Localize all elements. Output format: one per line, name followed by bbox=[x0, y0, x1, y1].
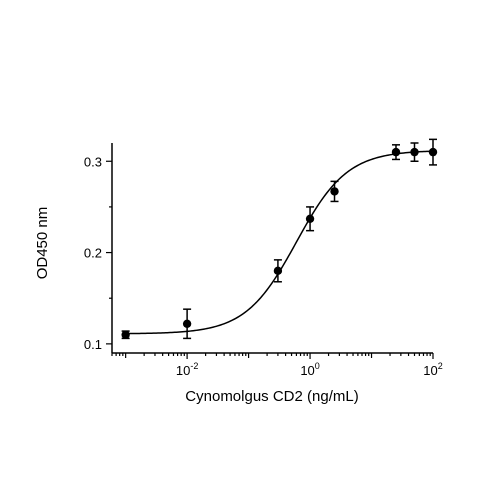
data-point bbox=[182, 308, 192, 340]
data-point bbox=[330, 180, 339, 203]
data-point bbox=[391, 144, 401, 161]
y-tick-label: 0.3 bbox=[84, 154, 102, 169]
data-point bbox=[121, 330, 130, 340]
data-point bbox=[273, 259, 283, 283]
data-marker bbox=[391, 147, 401, 157]
y-tick-label: 0.2 bbox=[84, 246, 102, 261]
y-tick-label: 0.1 bbox=[84, 337, 102, 352]
x-tick-label: 102 bbox=[423, 361, 442, 378]
fit-curve bbox=[125, 150, 434, 335]
plot-area bbox=[121, 138, 438, 340]
x-tick-label: 10-2 bbox=[176, 361, 198, 378]
data-points bbox=[121, 138, 438, 340]
data-marker bbox=[273, 266, 283, 276]
x-axis-title: Cynomolgus CD2 (ng/mL) bbox=[185, 388, 358, 405]
data-marker bbox=[330, 187, 339, 196]
data-point bbox=[428, 138, 438, 166]
data-marker bbox=[305, 214, 315, 223]
data-marker bbox=[410, 147, 419, 157]
data-marker bbox=[428, 147, 438, 157]
data-point bbox=[410, 142, 419, 163]
x-tick-label: 100 bbox=[300, 361, 319, 378]
y-axis-ticks: 0.1 0.2 0.3 bbox=[84, 154, 112, 352]
data-point bbox=[305, 206, 315, 232]
data-marker bbox=[121, 330, 130, 339]
x-axis-ticks: 10-2 100 102 bbox=[111, 353, 443, 378]
data-marker bbox=[182, 319, 192, 328]
y-axis-title: OD450 nm bbox=[34, 207, 51, 280]
